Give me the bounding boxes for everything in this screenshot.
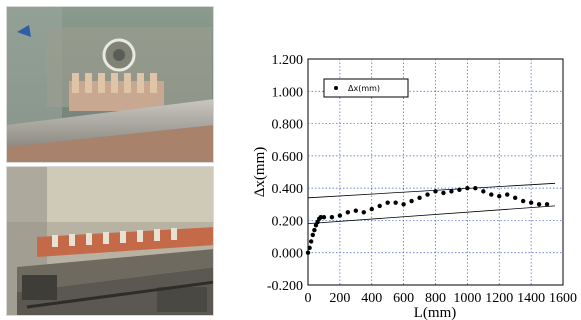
data-point xyxy=(329,215,335,220)
data-point xyxy=(385,200,390,205)
data-point xyxy=(520,198,526,204)
y-tick-label: 0.000 xyxy=(272,247,304,262)
photo-measurement-rig-image xyxy=(7,167,213,315)
data-point xyxy=(433,189,438,194)
data-point xyxy=(489,192,494,197)
data-point xyxy=(441,190,446,196)
grid-layer xyxy=(308,59,563,285)
data-point xyxy=(307,245,312,251)
legend-marker xyxy=(334,86,338,90)
photo-slider-fixture-image xyxy=(7,7,213,162)
legend: Δx(mm) xyxy=(323,78,409,98)
y-tick-label: 0.200 xyxy=(272,214,304,229)
y-tick-label: -0.200 xyxy=(267,279,303,294)
data-point xyxy=(401,202,406,207)
data-point xyxy=(417,195,422,201)
y-tick-label: 1.200 xyxy=(272,53,304,68)
reference-line xyxy=(307,182,556,199)
x-tick-label: 1200 xyxy=(485,291,513,306)
x-tick-label: 800 xyxy=(425,291,446,306)
data-point xyxy=(377,203,382,209)
data-point xyxy=(393,200,398,205)
data-point xyxy=(528,200,534,205)
x-tick-label: 200 xyxy=(329,291,350,306)
reference-line xyxy=(307,205,556,225)
data-point xyxy=(505,192,510,197)
x-tick-label: 1000 xyxy=(453,291,481,306)
y-tick-label: 0.400 xyxy=(272,182,304,197)
photo-measurement-rig xyxy=(6,166,214,316)
data-points xyxy=(305,185,550,255)
data-point xyxy=(308,239,314,244)
data-point xyxy=(318,215,323,220)
x-tick-label: 0 xyxy=(305,291,312,306)
photo-slider-fixture xyxy=(6,6,214,163)
x-tick-label: 600 xyxy=(393,291,414,306)
legend-box xyxy=(323,78,409,98)
data-point xyxy=(310,232,315,238)
data-point xyxy=(449,189,454,194)
data-point xyxy=(361,210,366,215)
y-tick-label: 0.800 xyxy=(272,118,304,133)
data-point xyxy=(353,208,359,213)
x-tick-label: 400 xyxy=(361,291,382,306)
data-point xyxy=(544,202,550,207)
data-point xyxy=(337,213,343,218)
y-tick-label: 0.600 xyxy=(272,150,304,165)
legend-label: Δx(mm) xyxy=(348,84,380,93)
x-axis-title: L(mm) xyxy=(414,305,457,320)
data-point xyxy=(425,192,430,197)
data-point xyxy=(473,185,478,191)
data-point xyxy=(369,206,374,212)
data-point xyxy=(465,185,470,191)
y-tick-label: 1.000 xyxy=(272,85,304,100)
chart-svg: 0 200 400 600 800 1000 1200 1400 1600 -0.200 0.00… xyxy=(252,53,578,320)
y-tick-labels: -0.200 0.000 0.200 0.400 0.600 0.800 1.000 1.20… xyxy=(267,53,303,294)
data-point xyxy=(305,250,311,255)
data-point xyxy=(497,194,502,199)
x-tick-label: 1600 xyxy=(549,291,577,306)
y-axis-title: Δx(mm) xyxy=(252,147,268,197)
data-point xyxy=(345,210,351,215)
data-point xyxy=(409,198,414,204)
data-point xyxy=(312,227,317,233)
data-point xyxy=(321,215,327,220)
data-point xyxy=(512,195,518,201)
data-point xyxy=(481,189,486,194)
data-point xyxy=(457,187,462,192)
data-point xyxy=(536,202,542,207)
x-tick-labels: 0 200 400 600 800 1000 1200 1400 1600 xyxy=(305,291,578,306)
displacement-chart: 0 200 400 600 800 1000 1200 1400 1600 -0.200 0.00… xyxy=(240,35,580,320)
reference-lines xyxy=(307,182,556,225)
x-tick-label: 1400 xyxy=(517,291,545,306)
